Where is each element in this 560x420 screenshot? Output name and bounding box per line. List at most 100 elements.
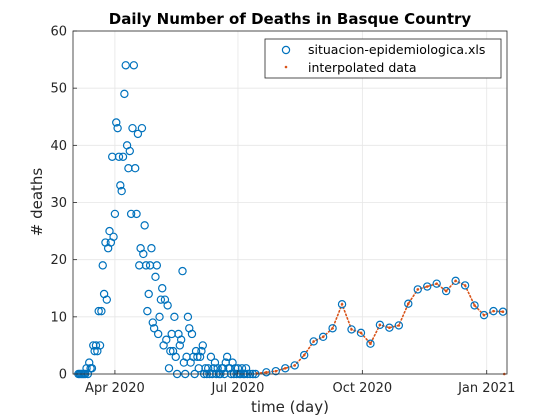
observed-data-point <box>113 123 122 133</box>
observed-data-point <box>137 123 147 133</box>
y-tick-label: 60 <box>50 25 67 40</box>
observed-data-point <box>90 346 99 356</box>
interpolated-data-point <box>454 279 457 283</box>
chart-title: Daily Number of Deaths in Basque Country <box>109 10 472 28</box>
observed-data-point <box>201 364 210 373</box>
interpolated-data-point <box>444 289 448 293</box>
observed-data-point <box>162 335 171 344</box>
interpolated-data-point <box>425 285 429 288</box>
interpolated-data-point <box>369 342 372 346</box>
observed-data-point <box>144 289 153 299</box>
interpolated-data-point <box>359 331 363 335</box>
observed-data-point <box>222 352 232 362</box>
observed-data-point <box>356 328 366 338</box>
interpolated-data-point <box>302 353 306 357</box>
interpolated-data-point <box>265 370 268 374</box>
observed-data-point <box>193 352 202 362</box>
x-axis-label: time (day) <box>251 398 329 416</box>
observed-data-point <box>318 332 328 342</box>
observed-data-point <box>432 279 441 288</box>
observed-data-point <box>163 301 172 310</box>
observed-data-point <box>130 163 140 173</box>
observed-data-point <box>105 226 114 236</box>
y-tick-label: 20 <box>50 253 67 268</box>
legend-marker-observed <box>281 45 291 55</box>
observed-data-point <box>141 261 151 270</box>
observed-data-point <box>489 306 498 316</box>
interpolated-data-point <box>492 309 495 313</box>
tick-labels: 0 10 20 30 40 50 60 Apr 2020 Jul 2020 Oct 2020 Jan… <box>50 25 515 397</box>
y-tick-label: 0 <box>59 368 67 383</box>
interpolated-data-point <box>274 369 278 373</box>
observed-data-point <box>143 306 152 316</box>
observed-data-point <box>241 364 251 373</box>
observed-data-point <box>423 282 432 291</box>
observed-data-point <box>91 341 101 350</box>
observed-data-point <box>187 329 197 339</box>
observed-data-point <box>116 181 125 190</box>
y-tick-label: 10 <box>50 310 67 325</box>
observed-data-point <box>94 306 103 316</box>
observed-data-point <box>300 350 309 360</box>
observed-data-point <box>87 364 97 373</box>
observed-data-point <box>109 232 118 241</box>
observed-data-point <box>394 321 404 330</box>
observed-data-point <box>149 324 159 333</box>
observed-data-point <box>153 329 163 339</box>
observed-data-point <box>460 281 470 290</box>
observed-data-point <box>191 346 201 356</box>
observed-data-point <box>121 61 130 70</box>
observed-data-point <box>203 364 213 373</box>
observed-data-point <box>120 89 129 99</box>
y-tick-label: 50 <box>50 82 67 97</box>
observed-data-point <box>197 346 206 356</box>
legend-marker-interpolated <box>284 65 288 69</box>
observed-data-point <box>178 266 187 276</box>
observed-data-point <box>125 146 134 156</box>
observed-data-point <box>198 341 207 350</box>
observed-data-point <box>128 123 137 133</box>
y-tick-label: 40 <box>50 139 67 154</box>
observed-data-point <box>112 118 121 127</box>
observed-data-point <box>183 312 193 322</box>
observed-data-point <box>170 312 179 322</box>
observed-data-point <box>110 209 120 219</box>
observed-data-point <box>413 285 422 294</box>
observed-data-point <box>117 186 126 196</box>
legend-box <box>264 38 502 79</box>
observed-data-point <box>347 325 356 334</box>
axes <box>72 30 508 375</box>
y-axis-label: # deaths <box>28 168 46 237</box>
observed-data-point <box>148 318 157 327</box>
interpolated-data-point <box>283 366 287 370</box>
interpolated-data-point <box>416 288 420 291</box>
observed-data-point <box>129 61 139 70</box>
interpolated-data-point <box>501 310 505 313</box>
interpolated-data-point <box>473 304 476 307</box>
observed-data-point <box>366 339 375 348</box>
observed-data-point <box>133 129 143 139</box>
observed-data-point <box>132 209 141 219</box>
interpolated-data-point <box>321 335 325 339</box>
observed-data-point <box>271 366 280 376</box>
interpolated-data-point <box>463 284 467 287</box>
observed-data-point <box>97 306 106 316</box>
observed-data-point <box>151 272 160 282</box>
interpolated-data-point <box>331 326 334 330</box>
observed-data-point <box>175 341 185 350</box>
legend-label-interpolated: interpolated data <box>308 60 417 75</box>
interpolated-data-point <box>350 328 353 331</box>
observed-data-point <box>309 337 318 346</box>
legend: situacion-epidemiologica.xls interpolate… <box>264 38 502 79</box>
observed-data-point <box>404 299 413 308</box>
observed-data-point <box>102 295 112 304</box>
observed-data-point <box>140 221 149 230</box>
observed-data-point <box>166 346 175 356</box>
observed-data-point <box>441 286 451 296</box>
observed-data-point <box>171 352 180 362</box>
observed-data-point <box>155 312 164 322</box>
interpolated-data-point <box>293 364 297 367</box>
observed-data-point <box>147 244 156 253</box>
